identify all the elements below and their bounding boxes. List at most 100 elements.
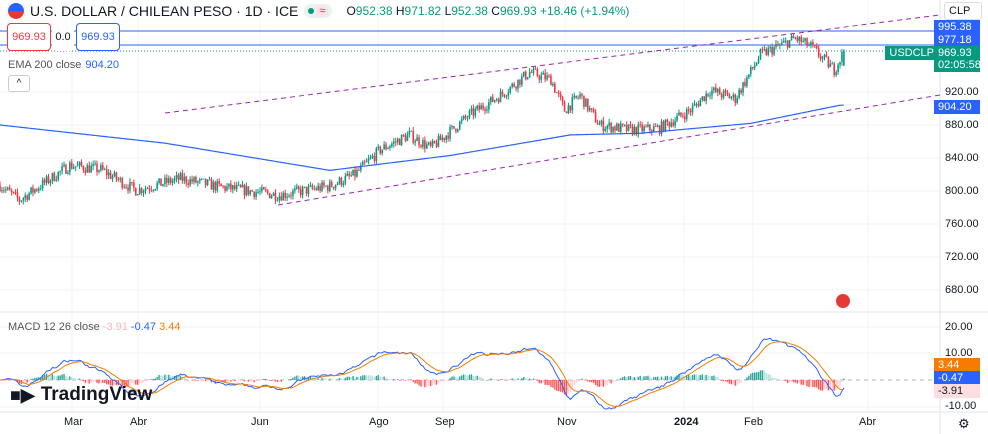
- market-status[interactable]: ≈: [304, 4, 333, 18]
- candle-body: [167, 178, 170, 183]
- collapse-legend-button[interactable]: ^: [8, 75, 30, 92]
- price-tick: 880.00: [945, 119, 979, 131]
- candle-body: [61, 166, 63, 172]
- candle-body: [41, 179, 44, 189]
- macd-histogram-bar: [90, 380, 92, 383]
- candle-body: [365, 160, 368, 163]
- candle-body: [356, 170, 358, 177]
- candle-body: [709, 95, 711, 97]
- candle-body: [728, 94, 731, 99]
- macd-histogram-bar: [571, 380, 573, 389]
- macd-histogram-bar: [109, 380, 112, 386]
- currency-select[interactable]: CLP ⌄: [944, 2, 982, 27]
- candle-body: [344, 176, 347, 184]
- macd-histogram-bar: [821, 380, 824, 391]
- macd-histogram-bar: [753, 372, 756, 380]
- tradingview-logo[interactable]: ■▶ TradingView: [10, 384, 153, 405]
- candle-body: [773, 47, 775, 55]
- candle-body: [618, 123, 620, 132]
- macd-histogram-bar: [462, 374, 465, 380]
- candle-body: [724, 90, 727, 92]
- macd-histogram-bar: [750, 373, 752, 380]
- macd-histogram-bar: [259, 380, 261, 381]
- macd-histogram-bar: [565, 380, 568, 396]
- candle-body: [466, 117, 469, 119]
- macd-histogram-bar: [482, 378, 484, 380]
- macd-histogram-bar: [759, 370, 762, 380]
- time-tick: Mar: [64, 416, 83, 428]
- macd-histogram-bar: [474, 376, 476, 380]
- ohlc-values: O952.38 H971.82 L952.38 C969.93 +18.46 (…: [346, 4, 630, 18]
- candle-body: [404, 135, 407, 142]
- macd-histogram-bar: [490, 378, 492, 380]
- candle-body: [453, 126, 455, 129]
- macd-histogram-bar: [125, 380, 127, 387]
- candle-body: [507, 92, 510, 96]
- candle-body: [220, 183, 222, 187]
- macd-histogram-bar: [158, 375, 160, 380]
- candle-body: [100, 165, 102, 171]
- ema-legend[interactable]: EMA 200 close 904.20: [8, 59, 120, 71]
- candle-body: [573, 95, 576, 98]
- candle-body: [406, 134, 409, 142]
- candle-body: [823, 54, 826, 58]
- macd-histogram-bar: [829, 380, 832, 390]
- candle-body: [47, 176, 50, 183]
- candle-body: [841, 51, 843, 62]
- candle-body: [449, 127, 451, 139]
- macd-histogram-bar: [313, 377, 315, 380]
- candle-body: [160, 178, 162, 186]
- candle-body: [402, 134, 405, 136]
- buy-button[interactable]: 969.93: [76, 23, 120, 51]
- candle-body: [817, 48, 820, 56]
- macd-histogram-bar: [393, 378, 395, 380]
- macd-histogram-bar: [84, 380, 87, 383]
- macd-histogram-bar: [656, 376, 659, 380]
- candle-body: [63, 164, 65, 167]
- macd-histogram-bar: [24, 380, 26, 383]
- candle-body: [264, 189, 267, 191]
- candle-body: [206, 179, 209, 186]
- macd-histogram-bar: [369, 375, 372, 380]
- candle-body: [22, 198, 25, 201]
- macd-histogram-bar: [470, 374, 473, 380]
- candle-body: [117, 179, 120, 181]
- candle-body: [301, 187, 304, 196]
- macd-histogram-bar: [191, 380, 193, 381]
- time-tick: Ago: [369, 416, 389, 428]
- macd-histogram-bar: [51, 374, 54, 380]
- macd-histogram-bar: [253, 380, 255, 383]
- price-tick: 800.00: [945, 185, 979, 197]
- macd-histogram-bar: [439, 380, 442, 383]
- candle-body: [581, 94, 583, 96]
- candle-body: [470, 108, 473, 112]
- macd-legend[interactable]: MACD 12 26 close -3.91 -0.47 3.44: [8, 321, 181, 333]
- macd-histogram-bar: [614, 380, 616, 382]
- market-open-icon: [308, 8, 315, 14]
- candle-body: [658, 125, 661, 134]
- candle-body: [276, 200, 279, 201]
- candle-body: [734, 94, 737, 103]
- settings-gear-icon[interactable]: ⚙: [958, 416, 970, 431]
- candle-body: [212, 182, 215, 190]
- macd-histogram-bar: [658, 378, 661, 380]
- macd-histogram-bar: [540, 380, 542, 384]
- candle-body: [695, 103, 698, 105]
- candle-body: [218, 181, 221, 184]
- macd-histogram-bar: [594, 380, 597, 386]
- macd-histogram-bar: [728, 380, 731, 384]
- macd-histogram-bar: [49, 375, 52, 380]
- sell-button[interactable]: 969.93: [7, 23, 51, 51]
- candle-body: [684, 116, 686, 120]
- macd-histogram-bar: [104, 380, 106, 384]
- signal-tag: 3.44: [934, 358, 980, 372]
- macd-histogram-bar: [144, 380, 147, 382]
- macd-histogram-bar: [819, 380, 822, 391]
- symbol-title[interactable]: U.S. DOLLAR / CHILEAN PESO · 1D · ICE: [30, 3, 299, 19]
- candle-body: [641, 124, 643, 132]
- candle-body: [478, 105, 480, 110]
- macd-histogram-bar: [387, 378, 389, 380]
- macd-histogram-bar: [464, 374, 467, 380]
- candle-body: [169, 178, 172, 183]
